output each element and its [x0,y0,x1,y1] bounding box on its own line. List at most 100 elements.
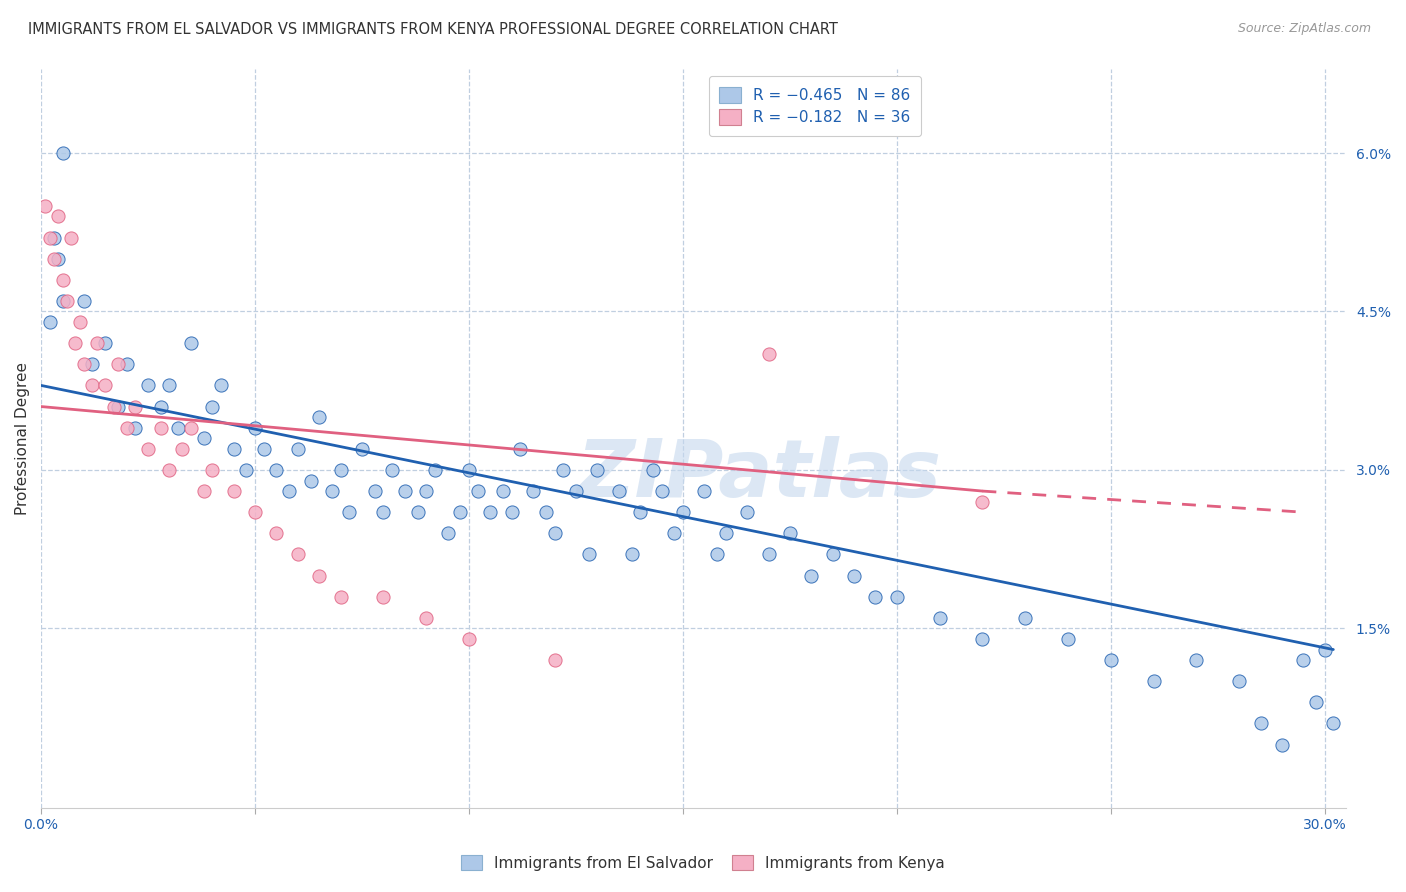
Point [193,431,215,445]
Point [479,505,502,519]
Point [149,400,172,414]
Point [735,505,758,519]
Point [159,463,181,477]
Point [1271,738,1294,752]
Point [167,420,190,434]
Point [1313,642,1336,657]
Point [364,484,387,499]
Point [107,357,129,371]
Point [266,526,288,541]
Point [329,463,352,477]
Point [201,463,224,477]
Point [1305,695,1327,709]
Point [1099,653,1122,667]
Point [222,484,245,499]
Text: ZIPatlas: ZIPatlas [576,436,942,514]
Point [706,548,728,562]
Point [308,568,330,582]
Point [337,505,360,519]
Point [553,463,575,477]
Point [607,484,630,499]
Point [1250,716,1272,731]
Point [222,442,245,456]
Point [243,420,266,434]
Point [42,230,65,244]
Point [381,463,404,477]
Point [1014,611,1036,625]
Point [800,568,823,582]
Point [350,442,373,456]
Point [449,505,471,519]
Point [458,463,481,477]
Point [321,484,343,499]
Point [287,548,309,562]
Point [115,357,138,371]
Point [651,484,673,499]
Legend: Immigrants from El Salvador, Immigrants from Kenya: Immigrants from El Salvador, Immigrants … [451,846,955,880]
Point [266,463,288,477]
Point [1057,632,1080,646]
Text: Source: ZipAtlas.com: Source: ZipAtlas.com [1237,22,1371,36]
Point [415,611,437,625]
Point [1227,674,1250,689]
Point [287,442,309,456]
Point [467,484,489,499]
Point [136,378,159,392]
Point [235,463,257,477]
Point [492,484,515,499]
Point [458,632,481,646]
Point [821,548,844,562]
Point [1142,674,1164,689]
Point [193,484,215,499]
Point [758,548,780,562]
Point [415,484,437,499]
Point [436,526,458,541]
Legend: R = −0.465   N = 86, R = −0.182   N = 36: R = −0.465 N = 86, R = −0.182 N = 36 [709,76,921,136]
Point [82,378,104,392]
Point [82,357,104,371]
Point [501,505,523,519]
Point [406,505,429,519]
Point [180,420,202,434]
Point [972,632,994,646]
Point [842,568,865,582]
Y-axis label: Professional Degree: Professional Degree [15,362,30,515]
Point [972,494,994,508]
Point [65,336,87,351]
Point [278,484,301,499]
Point [543,653,565,667]
Point [51,293,73,308]
Point [94,336,117,351]
Point [124,400,146,414]
Point [928,611,950,625]
Point [180,336,202,351]
Point [209,378,232,392]
Point [172,442,194,456]
Point [46,210,69,224]
Point [620,548,643,562]
Point [299,474,322,488]
Point [107,400,129,414]
Point [534,505,557,519]
Point [578,548,600,562]
Point [664,526,686,541]
Point [1292,653,1315,667]
Point [60,230,83,244]
Point [509,442,531,456]
Point [565,484,588,499]
Point [394,484,416,499]
Point [159,378,181,392]
Point [628,505,651,519]
Point [243,505,266,519]
Point [38,230,60,244]
Point [373,590,395,604]
Point [51,273,73,287]
Point [329,590,352,604]
Point [693,484,716,499]
Point [1322,716,1344,731]
Point [73,357,96,371]
Point [308,410,330,425]
Point [115,420,138,434]
Point [672,505,695,519]
Point [124,420,146,434]
